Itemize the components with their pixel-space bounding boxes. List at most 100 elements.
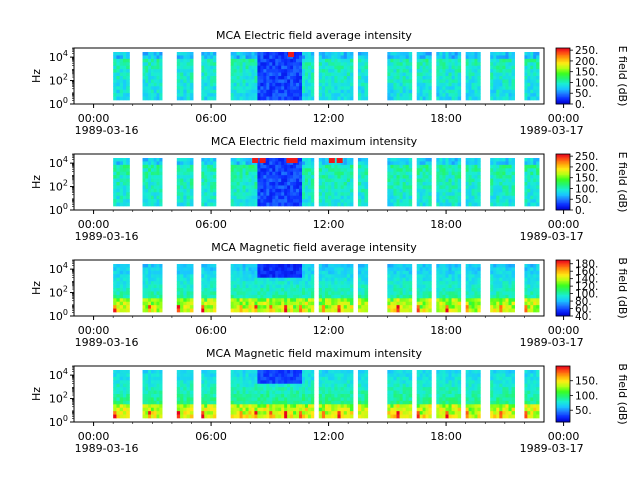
data-segment (319, 158, 354, 206)
colorbar-tick-label: 0. (575, 99, 585, 111)
colorbar-tick-label: 200. (575, 56, 598, 68)
panel-4: MCA Magnetic field maximum intensity1001… (30, 347, 629, 455)
panel-3: MCA Magnetic field average intensity 100 1… (30, 241, 629, 349)
data-segment (524, 264, 539, 312)
x-date-end: 1989-03-17 (520, 230, 584, 243)
colorbar-tick-label: 200. (575, 162, 598, 174)
data-segment (524, 52, 539, 100)
panel-title: MCA Magnetic field average intensity (211, 241, 417, 254)
data-segment (387, 52, 412, 100)
data-segment (319, 52, 354, 100)
colorbar-tick-label: 100. (575, 183, 598, 195)
x-tick-label: 12:00 (313, 324, 345, 337)
data-segment (358, 52, 368, 100)
colorbar-tick-label: 180. (575, 259, 598, 271)
colorbar-label: B field (dB) (616, 257, 629, 318)
data-segment (177, 264, 194, 312)
y-tick-label: 102 (49, 285, 68, 300)
panel-title: MCA Magnetic field maximum intensity (206, 347, 422, 360)
data-segment (490, 52, 515, 100)
data-segment (387, 158, 412, 206)
peak-mark (252, 158, 258, 163)
y-axis-label: Hz (30, 69, 43, 83)
data-segment (436, 264, 461, 312)
panel-title: MCA Electric field average intensity (216, 29, 412, 42)
data-segment (436, 158, 461, 206)
y-axis-label: Hz (30, 281, 43, 295)
data-segment (417, 264, 432, 312)
x-date-end: 1989-03-17 (520, 336, 584, 349)
data-segment (201, 370, 216, 418)
data-segment (417, 52, 432, 100)
data-segment (490, 158, 515, 206)
colorbar-tick-label: 50. (575, 405, 592, 417)
data-segment (358, 264, 368, 312)
data-segment (490, 264, 515, 312)
x-tick-label: 12:00 (313, 218, 345, 231)
data-segment (113, 158, 130, 206)
x-tick-label: 18:00 (430, 430, 462, 443)
data-segment (436, 52, 461, 100)
x-date-start: 1989-03-16 (75, 124, 139, 137)
y-tick-label: 102 (49, 73, 68, 88)
colorbar-tick-label: 250. (575, 151, 598, 163)
data-segment (113, 264, 130, 312)
x-date-end: 1989-03-17 (520, 442, 584, 455)
colorbar-label: B field (dB) (616, 363, 629, 424)
y-axis-label: Hz (30, 387, 43, 401)
x-tick-label: 18:00 (430, 218, 462, 231)
data-segment (319, 370, 354, 418)
y-tick-label: 104 (49, 367, 68, 382)
y-axis-label: Hz (30, 175, 43, 189)
data-segment (436, 370, 461, 418)
data-segment (231, 158, 315, 206)
peak-mark (288, 52, 294, 57)
data-segment (490, 370, 515, 418)
peak-mark (329, 158, 335, 163)
peak-mark (260, 158, 266, 163)
x-tick-label: 06:00 (195, 112, 227, 125)
colorbar-tick-label: 0. (575, 205, 585, 217)
colorbar-tick-label: 50. (575, 88, 592, 100)
data-segment (143, 158, 163, 206)
x-date-start: 1989-03-16 (75, 442, 139, 455)
data-segment (524, 370, 539, 418)
data-segment (417, 158, 432, 206)
panel-title: MCA Electric field maximum intensity (211, 135, 418, 148)
data-segment (358, 370, 368, 418)
y-tick-label: 100 (49, 96, 68, 111)
colorbar-tick-label: 150. (575, 376, 598, 388)
data-segment (466, 52, 481, 100)
data-segment (143, 52, 163, 100)
data-segment (466, 158, 481, 206)
data-segment (231, 370, 315, 418)
data-segment (113, 52, 130, 100)
peak-mark (292, 158, 298, 163)
data-segment (466, 370, 481, 418)
data-segment (466, 264, 481, 312)
y-tick-label: 102 (49, 179, 68, 194)
data-segment (231, 264, 315, 312)
data-segment (319, 264, 354, 312)
y-tick-label: 100 (49, 308, 68, 323)
data-segment (524, 158, 539, 206)
data-segment (177, 158, 194, 206)
data-segment (201, 52, 216, 100)
colorbar: 50.100.150.B field (dB) (556, 363, 629, 424)
data-segment (358, 158, 368, 206)
x-date-start: 1989-03-16 (75, 230, 139, 243)
x-tick-label: 12:00 (313, 112, 345, 125)
colorbar-label: E field (dB) (616, 46, 629, 107)
panel-2: MCA Electric field maximum intensity1001… (30, 135, 629, 243)
colorbar: 0.50.100.150.200.250.E field (dB) (556, 45, 629, 111)
x-tick-label: 06:00 (195, 430, 227, 443)
colorbar: 40.60.80.100.120.140.160.180.B field (dB… (556, 257, 629, 323)
data-segment (177, 370, 194, 418)
data-segment (387, 370, 412, 418)
colorbar-tick-label: 50. (575, 194, 592, 206)
x-tick-label: 18:00 (430, 112, 462, 125)
data-segment (201, 158, 216, 206)
x-tick-label: 06:00 (195, 218, 227, 231)
y-tick-label: 104 (49, 155, 68, 170)
